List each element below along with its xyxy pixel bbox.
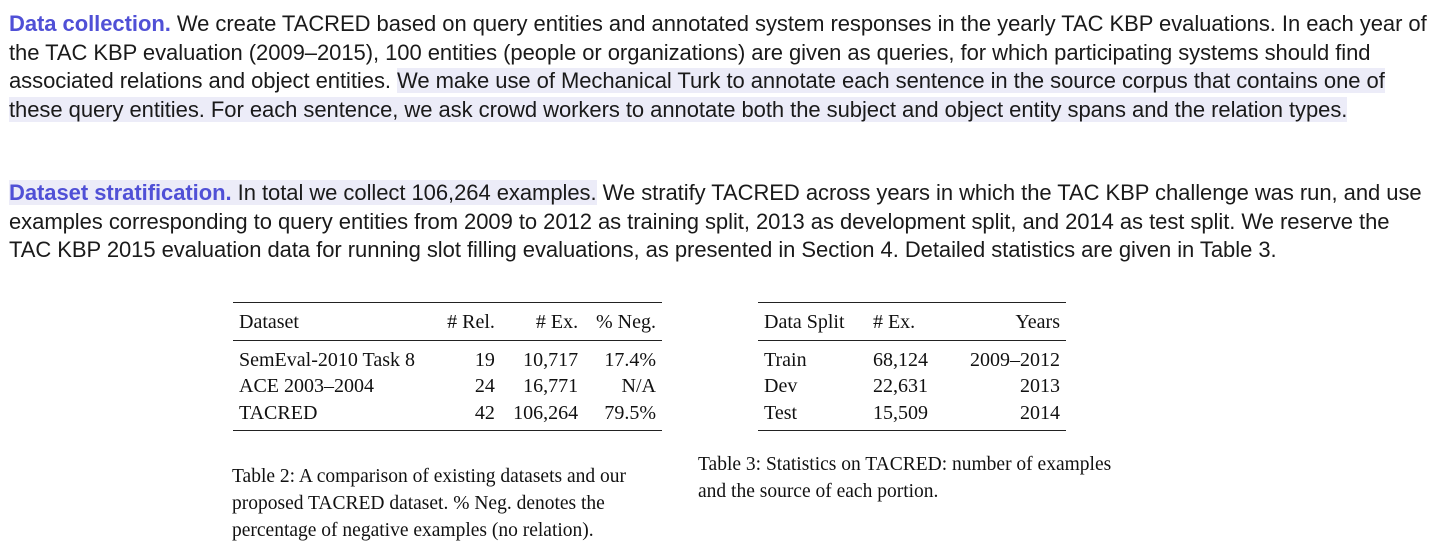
- table-cell: 24: [474, 375, 495, 397]
- table-row: Train 68,124 2009–2012: [758, 340, 1066, 373]
- table-cell: SemEval-2010 Task 8: [239, 348, 415, 371]
- paragraph-heading: Dataset stratification.: [9, 180, 232, 205]
- column-header: # Ex.: [872, 311, 916, 333]
- table-2-caption: Table 2: A comparison of existing datase…: [232, 466, 626, 541]
- column-header: % Neg.: [596, 311, 656, 333]
- table-header-row: Dataset # Rel. # Ex. % Neg.: [233, 302, 662, 340]
- table-cell: 16,771: [523, 375, 579, 397]
- table-row: Test 15,509 2014: [758, 400, 1066, 431]
- table-cell: 42: [474, 401, 495, 424]
- table-cell: 2014: [1020, 401, 1060, 424]
- column-header: Data Split: [764, 311, 845, 333]
- highlighted-text: In total we collect 106,264 examples.: [231, 180, 597, 205]
- paragraph-text: We create TACRED based on query entities…: [9, 11, 1427, 93]
- paragraph-data-collection: Data collection. We create TACRED based …: [9, 10, 1433, 124]
- paragraph-heading: Data collection.: [9, 11, 171, 36]
- table-cell: 10,717: [523, 348, 579, 371]
- table-3: Data Split # Ex. Years Train 68,124 2009…: [758, 302, 1066, 431]
- table-cell: N/A: [621, 375, 656, 397]
- column-header: Dataset: [239, 311, 299, 333]
- paragraph-text: We stratify TACRED across years in which…: [9, 180, 1422, 262]
- table-3-caption: Table 3: Statistics on TACRED: number of…: [698, 454, 1112, 502]
- table-cell: 19: [474, 348, 495, 371]
- table-cell: 17.4%: [604, 348, 656, 371]
- table-cell: TACRED: [239, 401, 318, 424]
- column-header: Years: [1015, 311, 1060, 333]
- table-row: Dev 22,631 2013: [758, 373, 1066, 400]
- table-cell: 68,124: [872, 348, 928, 371]
- table-cell: Train: [764, 348, 807, 371]
- table-cell: ACE 2003–2004: [239, 375, 374, 397]
- table-cell: 106,264: [513, 401, 579, 424]
- table-cell: 2009–2012: [970, 348, 1060, 371]
- table-cell: 79.5%: [604, 401, 656, 424]
- table-row: SemEval-2010 Task 8 19 10,717 17.4%: [233, 340, 662, 373]
- table-cell: 2013: [1020, 375, 1060, 397]
- paragraph-dataset-stratification: Dataset stratification. In total we coll…: [9, 179, 1433, 265]
- column-header: # Ex.: [535, 311, 579, 333]
- table-row: TACRED 42 106,264 79.5%: [233, 400, 662, 431]
- highlighted-text: We make use of Mechanical Turk to annota…: [9, 68, 1385, 122]
- table-row: ACE 2003–2004 24 16,771 N/A: [233, 373, 662, 400]
- table-2: Dataset # Rel. # Ex. % Neg. SemEval-2010…: [233, 302, 662, 431]
- column-header: # Rel.: [447, 311, 495, 333]
- table-header-row: Data Split # Ex. Years: [758, 302, 1066, 340]
- table-cell: Dev: [764, 375, 798, 397]
- table-cell: Test: [764, 401, 798, 424]
- table-cell: 15,509: [872, 401, 928, 424]
- table-cell: 22,631: [872, 375, 928, 397]
